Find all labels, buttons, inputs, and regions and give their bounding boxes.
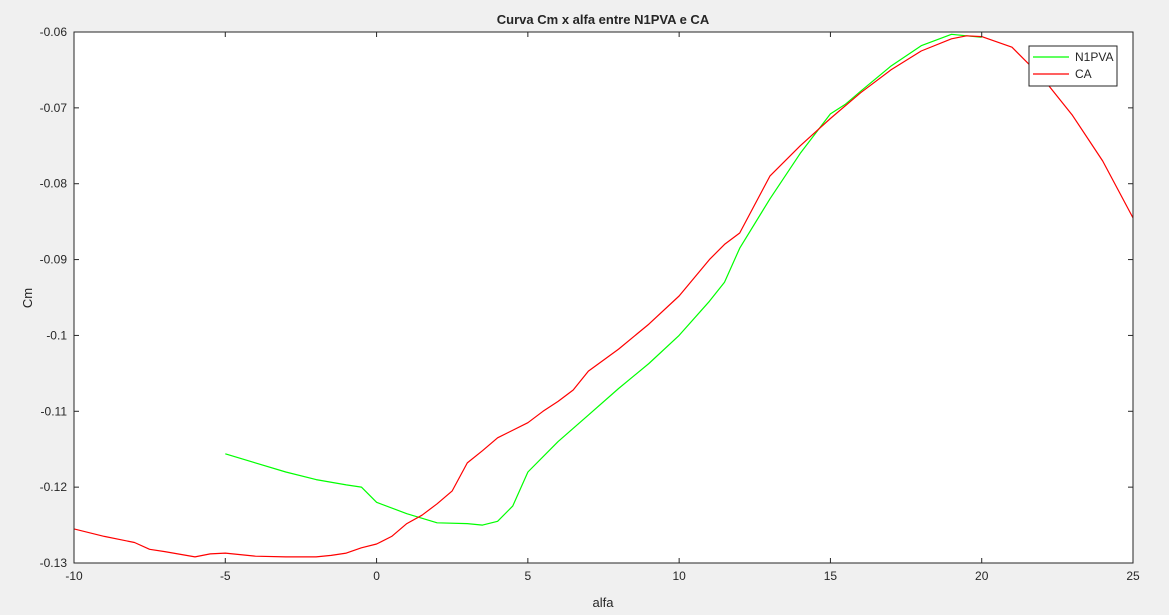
x-tick-label: -10 <box>65 569 83 583</box>
legend-label-ca: CA <box>1075 67 1092 81</box>
x-tick-label: 5 <box>525 569 532 583</box>
x-tick-label: 15 <box>824 569 838 583</box>
x-axis-label: alfa <box>593 595 615 610</box>
x-tick-label: 0 <box>373 569 380 583</box>
axes-frame <box>73 31 1134 564</box>
y-tick-label: -0.13 <box>40 556 68 570</box>
y-tick-label: -0.11 <box>41 404 68 418</box>
data-lines-group <box>74 33 1133 558</box>
y-tick-label: -0.07 <box>40 101 68 115</box>
axis-ticks-group <box>73 31 1134 564</box>
plot-area <box>74 32 1133 563</box>
y-tick-label: -0.06 <box>40 25 68 39</box>
y-tick-label: -0.08 <box>40 177 68 191</box>
y-tick-label: -0.1 <box>46 328 67 342</box>
x-tick-label: -5 <box>220 569 231 583</box>
legend[interactable]: N1PVA CA <box>1028 45 1118 87</box>
y-axis-label: Cm <box>20 288 35 308</box>
legend-label-n1pva: N1PVA <box>1075 50 1113 64</box>
tick-labels-group: -10 -5 0 5 10 15 20 25 -0.13 -0.12 -0.11 -0.1 -0.09 -… <box>40 25 1140 583</box>
series-line-n1pva <box>225 33 982 526</box>
x-tick-label: 10 <box>672 569 686 583</box>
x-tick-label: 25 <box>1126 569 1140 583</box>
y-tick-label: -0.09 <box>40 253 68 267</box>
y-tick-label: -0.12 <box>40 480 68 494</box>
x-tick-label: 20 <box>975 569 989 583</box>
series-line-ca <box>74 35 1133 558</box>
legend-box <box>1028 45 1118 87</box>
chart-title: Curva Cm x alfa entre N1PVA e CA <box>497 12 710 27</box>
